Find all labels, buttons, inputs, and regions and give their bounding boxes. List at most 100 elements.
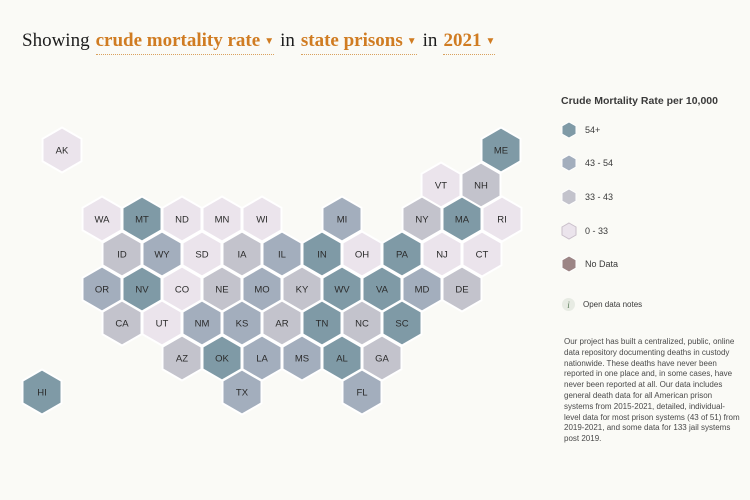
state-label: IL	[278, 250, 286, 261]
state-label: HI	[37, 388, 47, 399]
state-hex-shape	[221, 368, 263, 416]
legend-label: 43 - 54	[585, 158, 614, 168]
state-label: IN	[317, 250, 327, 261]
state-label: FL	[356, 388, 367, 399]
state-label: WI	[256, 215, 268, 226]
state-hex-fl[interactable]: FL	[341, 368, 383, 416]
state-hex-ri[interactable]: RI	[481, 195, 523, 243]
state-label: NH	[474, 181, 488, 192]
heading-connector-2: in	[422, 30, 438, 51]
legend-item-no-data: No Data	[561, 255, 618, 273]
state-hex-shape	[381, 299, 423, 347]
state-label: MO	[254, 285, 269, 296]
year-dropdown[interactable]: 2021 ▼	[443, 30, 496, 55]
page-heading: Showing crude mortality rate ▼ in state pris…	[22, 30, 501, 55]
state-hex-shape	[441, 265, 483, 313]
state-label: CA	[115, 319, 129, 330]
heading-prefix: Showing	[22, 30, 90, 51]
state-label: NJ	[436, 250, 448, 261]
state-label: MD	[415, 285, 430, 296]
info-icon: i	[562, 298, 575, 311]
legend-swatch-icon	[561, 121, 577, 139]
state-label: MI	[337, 215, 348, 226]
state-label: CO	[175, 285, 189, 296]
state-label: MN	[215, 215, 230, 226]
state-label: ME	[494, 146, 508, 157]
state-hex-shape	[481, 195, 523, 243]
state-label: WA	[95, 215, 111, 226]
state-hex-map: AK ME VT NH WA MT ND MN WI MI NY MA RI ID WY SD IA IL IN OH…	[21, 126, 523, 416]
state-hex-ct[interactable]: CT	[461, 230, 503, 278]
state-label: OK	[215, 354, 229, 365]
state-label: MA	[455, 215, 470, 226]
state-hex-shape	[21, 368, 63, 416]
state-label: SD	[195, 250, 208, 261]
open-data-notes-button[interactable]: i Open data notes	[562, 298, 642, 311]
state-label: DE	[455, 285, 468, 296]
state-hex-wi[interactable]: WI	[241, 195, 283, 243]
facility-dropdown[interactable]: state prisons ▼	[300, 30, 417, 55]
state-hex-shape	[321, 195, 363, 243]
legend-label: 33 - 43	[585, 192, 614, 202]
metric-dropdown-label: crude mortality rate	[95, 30, 261, 51]
heading-connector-1: in	[280, 30, 295, 51]
facility-dropdown-label: state prisons	[300, 30, 403, 51]
legend-label: 54+	[585, 125, 601, 135]
state-label: IA	[238, 250, 248, 261]
state-label: ID	[117, 250, 127, 261]
state-label: TN	[316, 319, 329, 330]
legend-label: No Data	[585, 259, 619, 269]
state-label: NY	[415, 215, 429, 226]
state-label: ND	[175, 215, 189, 226]
state-label: NM	[195, 319, 210, 330]
chevron-down-icon: ▼	[264, 36, 275, 47]
open-data-notes-label: Open data notes	[583, 300, 643, 309]
state-label: WY	[154, 250, 170, 261]
state-hex-shape	[41, 126, 83, 174]
legend-item-0-33: 0 - 33	[561, 222, 608, 240]
state-label: UT	[156, 319, 169, 330]
project-description: Our project has built a centralized, pub…	[564, 337, 740, 444]
state-label: VA	[376, 285, 389, 296]
state-label: VT	[435, 181, 447, 192]
state-label: CT	[476, 250, 489, 261]
legend-swatch-icon	[561, 255, 577, 273]
legend-swatch-icon	[561, 222, 577, 240]
state-label: AK	[56, 146, 69, 157]
legend-item-33-43: 33 - 43	[561, 188, 613, 206]
legend-swatch-icon	[561, 154, 577, 172]
state-hex-me[interactable]: ME	[480, 126, 522, 174]
state-hex-shape	[341, 368, 383, 416]
year-dropdown-label: 2021	[443, 30, 482, 51]
state-label: PA	[396, 250, 409, 261]
legend-item-43-54: 43 - 54	[561, 154, 613, 172]
state-hex-de[interactable]: DE	[441, 265, 483, 313]
state-label: KY	[296, 285, 309, 296]
state-label: MS	[295, 354, 309, 365]
state-hex-tx[interactable]: TX	[221, 368, 263, 416]
state-label: NC	[355, 319, 369, 330]
state-label: TX	[236, 388, 249, 399]
state-label: MT	[135, 215, 149, 226]
legend-title: Crude Mortality Rate per 10,000	[561, 95, 718, 107]
state-label: RI	[497, 215, 507, 226]
state-hex-hi[interactable]: HI	[21, 368, 63, 416]
metric-dropdown[interactable]: crude mortality rate ▼	[95, 30, 275, 55]
state-label: NE	[215, 285, 228, 296]
chevron-down-icon: ▼	[406, 36, 417, 47]
state-hex-sc[interactable]: SC	[381, 299, 423, 347]
state-label: AR	[275, 319, 288, 330]
state-label: AZ	[176, 354, 188, 365]
state-hex-shape	[461, 230, 503, 278]
state-label: NV	[135, 285, 149, 296]
state-label: WV	[334, 285, 350, 296]
legend-item-54-plus: 54+	[561, 121, 600, 139]
chevron-down-icon: ▼	[485, 36, 496, 47]
state-hex-mi[interactable]: MI	[321, 195, 363, 243]
state-hex-ak[interactable]: AK	[41, 126, 83, 174]
state-label: KS	[236, 319, 249, 330]
state-hex-shape	[241, 195, 283, 243]
legend-label: 0 - 33	[585, 226, 609, 236]
legend-swatch-icon	[561, 188, 577, 206]
state-label: LA	[256, 354, 268, 365]
